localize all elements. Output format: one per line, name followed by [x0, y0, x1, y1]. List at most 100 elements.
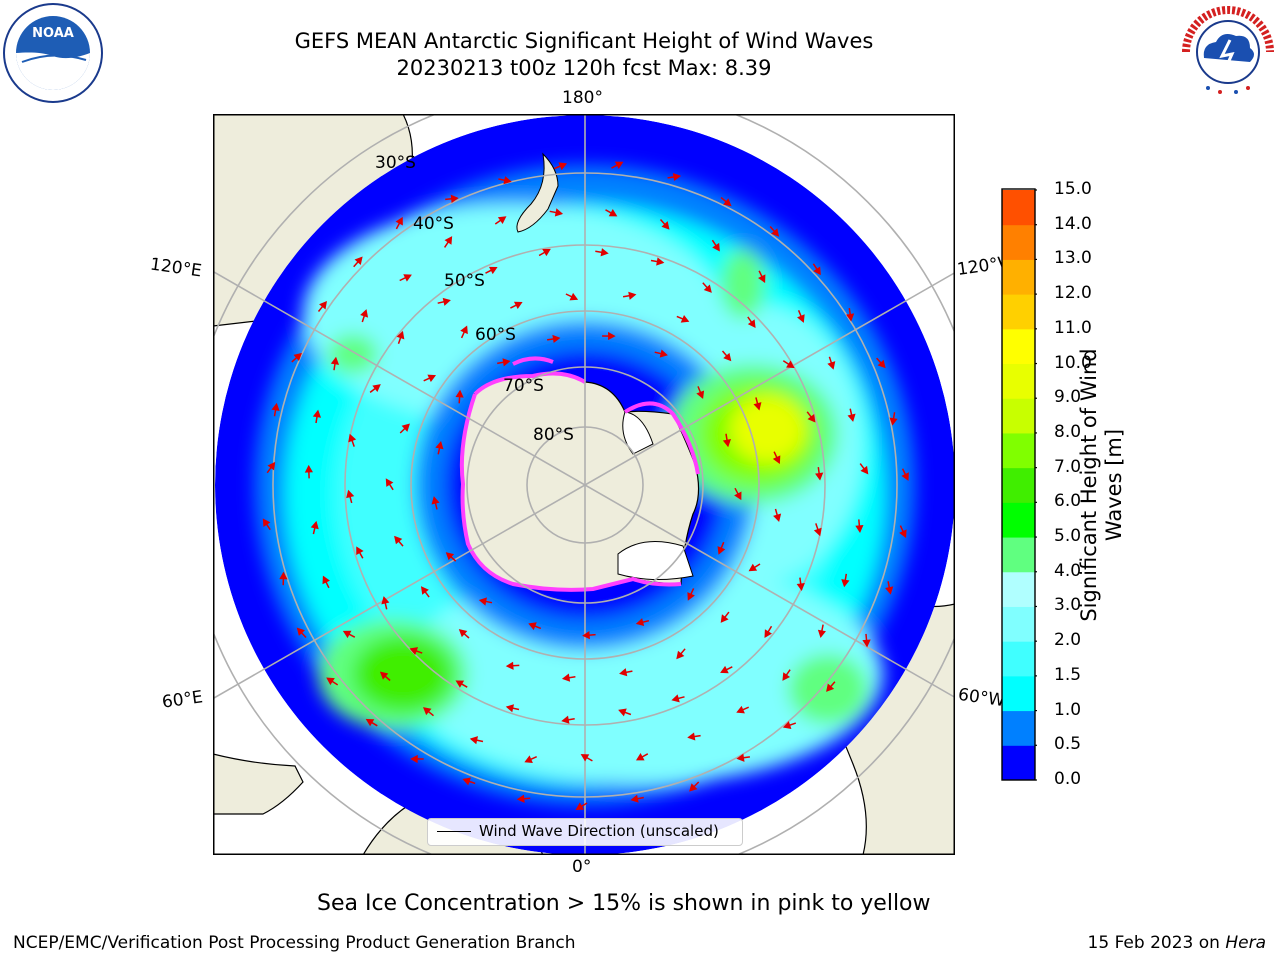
lat-label-50s: 50°S [444, 271, 485, 291]
new-zealand [516, 152, 559, 233]
colorbar-tick-label: 8.0 [1054, 421, 1082, 442]
wave-direction-arrowhead [385, 478, 394, 487]
lon-label-60w: 60°W [956, 684, 1007, 712]
colorbar-band [1002, 259, 1035, 295]
wave-direction-arrowhead [720, 614, 729, 623]
colorbar-tick-label: 3.0 [1054, 595, 1082, 616]
map-legend: Wind Wave Direction (unscaled) [427, 818, 743, 846]
colorbar-tick-label: 1.5 [1054, 664, 1082, 685]
colorbar-band [1002, 224, 1035, 260]
wave-direction-arrowhead [372, 384, 381, 393]
wave-direction-arrowhead [348, 433, 357, 443]
wave-direction-arrowhead [312, 409, 322, 418]
wave-direction-arrowhead [561, 673, 571, 682]
wave-direction-arrowhead [561, 715, 570, 724]
wave-direction-arrowhead [410, 754, 418, 764]
wave-direction-arrowhead [310, 520, 319, 530]
wave-direction-arrowhead [542, 248, 551, 257]
wave-direction-arrowhead [717, 546, 726, 555]
wave-direction-arrowhead [796, 583, 805, 592]
wave-direction-arrowhead [736, 705, 745, 714]
wave-direction-arrowhead [427, 374, 437, 383]
lat-label-70s: 70°S [503, 376, 544, 396]
colorbar-tick-label: 5.0 [1054, 526, 1082, 547]
polar-map[interactable] [213, 114, 955, 855]
wave-direction-arrowhead [748, 563, 758, 572]
wave-direction-arrowhead [899, 529, 907, 539]
wave-direction-arrowhead [797, 314, 805, 323]
wave-direction-arrowhead [813, 266, 821, 276]
wave-direction-arrowhead [462, 777, 471, 786]
wave-direction-arrowhead [330, 356, 340, 365]
plot-title: GEFS MEAN Antarctic Significant Height o… [294, 29, 874, 53]
wave-direction-arrowhead [723, 198, 732, 207]
wave-direction-arrowhead [723, 352, 732, 362]
colorbar-band [1002, 537, 1035, 573]
wave-direction-arrowhead [826, 683, 835, 692]
colorbar-band [1002, 502, 1035, 538]
colorbar-title-line2: Waves [m] [1102, 428, 1126, 542]
wave-direction-arrowhead [618, 708, 627, 717]
wave-direction-arrowhead [342, 630, 352, 639]
wave-direction-arrowhead [379, 671, 389, 680]
wave-direction-arrowhead [505, 704, 514, 713]
wave-direction-arrowhead [478, 597, 487, 606]
sea-ice-note: Sea Ice Concentration > 15% is shown in … [317, 891, 931, 916]
colorbar-tick-label: 9.0 [1054, 387, 1082, 408]
wave-direction-arrowhead [497, 216, 507, 224]
wave-direction-arrowhead [326, 677, 335, 686]
colorbar-tick-label: 10.0 [1054, 352, 1092, 373]
wave-direction-arrowhead [503, 176, 512, 185]
wave-direction-arrowhead [346, 489, 355, 499]
wave-direction-arrowhead [558, 162, 568, 171]
wave-direction-arrowhead [635, 618, 645, 627]
footer-date: 15 Feb 2023 on Hera [1088, 933, 1266, 953]
wave-direction-arrowhead [847, 413, 856, 422]
wave-direction-arrowhead [365, 718, 375, 727]
colorbar-frame [1001, 188, 1036, 781]
wave-direction-arrowhead [460, 325, 468, 335]
wave-direction-arrowhead [862, 639, 871, 648]
wave-direction-arrowhead [860, 465, 869, 475]
wave-direction-arrowhead [458, 629, 468, 638]
graticule [213, 114, 955, 855]
colorbar-band [1002, 606, 1035, 642]
wave-direction-arrowhead [889, 417, 898, 426]
wave-direction-arrowhead [395, 216, 403, 226]
wave-direction-arrowhead [575, 802, 585, 811]
wave-direction-arrowhead [720, 665, 729, 674]
colorbar-tick-label: 7.0 [1054, 456, 1082, 477]
colorbar-band [1002, 190, 1035, 226]
wave-direction-arrowhead [817, 629, 826, 638]
wave-direction-arrowhead [608, 331, 616, 341]
wave-direction-arrowhead [502, 358, 511, 367]
sea-ice-edge [459, 371, 700, 592]
lon-label-60e: 60°E [160, 687, 205, 713]
colorbar-band [1002, 328, 1035, 365]
footer-credit: NCEP/EMC/Verification Post Processing Pr… [13, 933, 576, 953]
wave-direction-arrowhead [712, 242, 720, 252]
wave-direction-arrowhead [528, 622, 537, 631]
wave-direction-arrowhead [901, 472, 909, 481]
wave-direction-arrows [262, 161, 909, 811]
wave-direction-arrowhead [786, 360, 795, 369]
wave-direction-arrowhead [736, 753, 745, 762]
wave-direction-arrowhead [319, 300, 327, 310]
wave-direction-arrowhead [689, 783, 698, 792]
wave-direction-arrowhead [423, 707, 432, 716]
wave-direction-arrowhead [661, 221, 670, 230]
wave-direction-arrowhead [396, 330, 405, 340]
wave-direction-arrowhead [356, 546, 364, 555]
wave-direction-arrowhead [782, 672, 791, 681]
colorbar-title-line1: Significant Height of Wind [1077, 348, 1101, 622]
colorbar-tick-label: 12.0 [1054, 283, 1092, 304]
wave-direction-arrowhead [827, 361, 836, 370]
wave-direction-arrowhead [442, 297, 451, 306]
wave-direction-arrowhead [687, 732, 696, 741]
wave-direction-arrowhead [773, 513, 782, 522]
wave-direction-arrowhead [846, 313, 855, 322]
wave-direction-arrowhead [628, 291, 637, 300]
colorbar-band [1002, 363, 1035, 399]
lat-label-40s: 40°S [413, 214, 454, 234]
wave-direction-arrowhead [771, 228, 780, 237]
